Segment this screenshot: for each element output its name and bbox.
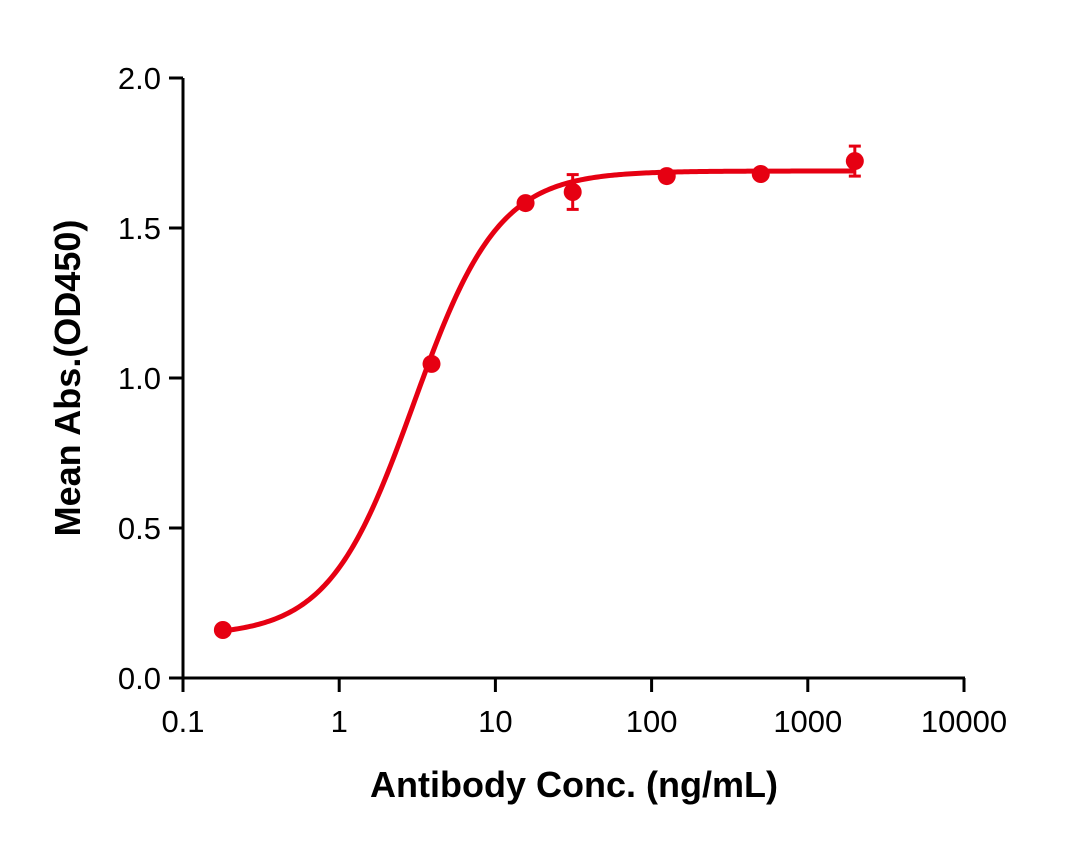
y-tick-label: 1.0 (118, 361, 161, 396)
x-tick-label: 1 (331, 704, 348, 739)
data-point (845, 152, 864, 171)
x-tick-label: 10000 (921, 704, 1007, 739)
y-axis-label: Mean Abs.(OD450) (47, 220, 88, 537)
fit-curve (222, 168, 855, 634)
x-axis-label: Antibody Conc. (ng/mL) (370, 764, 778, 805)
axes: 0.0 0.5 1.0 1.5 2.0 0.1 1 10 100 1000 10000 (118, 61, 1007, 739)
data-point (516, 194, 535, 213)
data-point (751, 165, 770, 183)
data-point (657, 167, 676, 186)
data-point (213, 621, 232, 639)
data-point (422, 354, 441, 373)
data-point (563, 183, 582, 201)
y-tick-label: 0.0 (118, 661, 161, 696)
y-tick-label: 2.0 (118, 61, 161, 96)
y-tick-label: 1.5 (118, 211, 161, 246)
y-tick-label: 0.5 (118, 511, 161, 546)
x-tick-label: 10 (478, 704, 512, 739)
x-tick-label: 1000 (773, 704, 842, 739)
plot-area (213, 144, 864, 639)
x-tick-label: 100 (626, 704, 678, 739)
x-tick-label: 0.1 (161, 704, 204, 739)
